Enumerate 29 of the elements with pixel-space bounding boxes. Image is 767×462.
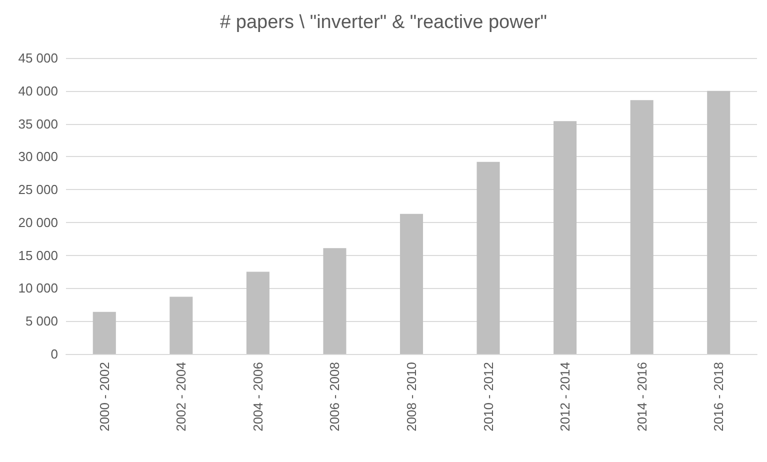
y-tick-label: 45 000: [18, 50, 58, 66]
y-tick-label: 10 000: [18, 280, 58, 296]
bar: [707, 90, 730, 354]
chart-title: # papers \ "inverter" & "reactive power": [220, 12, 547, 33]
x-tick-label: 2002 - 2004: [174, 362, 189, 432]
bar: [246, 272, 270, 354]
x-tick-label: 2010 - 2012: [480, 362, 496, 432]
x-tick-label: 2012 - 2014: [558, 362, 573, 432]
y-tick-label: 40 000: [18, 83, 58, 98]
bar: [323, 248, 346, 354]
y-tick-label: 15 000: [18, 248, 58, 263]
x-tick-label: 2014 - 2016: [634, 362, 650, 432]
y-tick-label: 5 000: [25, 314, 58, 329]
bar: [554, 121, 577, 354]
x-tick-label: 2000 - 2002: [96, 362, 112, 432]
y-tick-label: 30 000: [18, 149, 58, 164]
x-tick-label: 2006 - 2008: [327, 362, 342, 432]
bar: [476, 162, 500, 354]
x-tick-label: 2004 - 2006: [250, 362, 266, 432]
y-tick-label: 0: [50, 346, 58, 362]
bar: [170, 296, 193, 354]
x-tick-label: 2016 - 2018: [711, 362, 726, 432]
bar: [92, 312, 116, 354]
y-tick-label: 35 000: [18, 116, 58, 132]
x-tick-label: 2008 - 2010: [404, 362, 419, 432]
bar: [630, 100, 654, 354]
y-tick-label: 25 000: [18, 182, 58, 198]
y-tick-label: 20 000: [18, 214, 58, 230]
bar: [400, 214, 424, 354]
